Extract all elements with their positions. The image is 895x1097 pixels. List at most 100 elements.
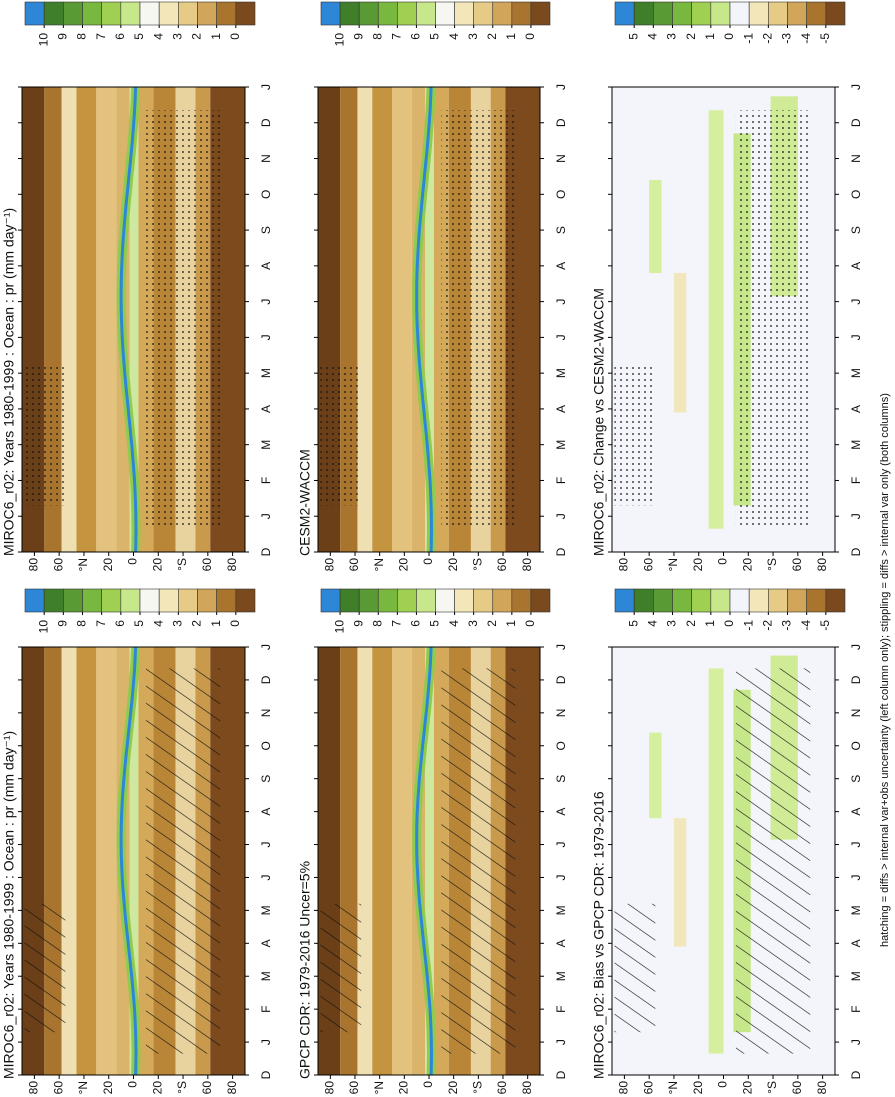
x-tick-label: J xyxy=(554,299,568,305)
panel-title: CESM2-WACCM xyxy=(297,449,313,556)
colorbar-box xyxy=(320,1,341,26)
colorbar-label: 1 xyxy=(703,33,717,40)
colorbar-box xyxy=(748,1,769,26)
colorbar-label: 6 xyxy=(409,33,423,40)
colorbar-box xyxy=(653,588,673,613)
stippling xyxy=(145,110,221,529)
y-tick-label: 20 xyxy=(691,1081,705,1095)
colorbar-box xyxy=(825,588,846,613)
itcz-core xyxy=(119,646,138,1076)
colorbar-label: 1 xyxy=(703,620,717,627)
x-tick-label: J xyxy=(259,1039,273,1045)
y-tick-label: 60 xyxy=(347,558,361,572)
x-tick-label: M xyxy=(259,440,273,450)
x-tick-label: O xyxy=(259,741,273,750)
x-tick-label: M xyxy=(554,368,568,378)
x-tick-label: M xyxy=(554,905,568,915)
colorbar-label: -3 xyxy=(780,620,794,631)
x-tick-label: J xyxy=(259,84,273,90)
colorbar-box xyxy=(511,1,532,26)
colorbar-label: 10 xyxy=(332,620,346,634)
x-tick-label: J xyxy=(554,842,568,848)
colorbar-label: 7 xyxy=(390,33,404,40)
panel: MIROC6_r02: Bias vs GPCP CDR: 1979-2016 8… xyxy=(591,588,863,1095)
y-tick-label: 20 xyxy=(101,558,115,572)
field-band xyxy=(372,87,392,552)
colorbar-box xyxy=(454,1,474,26)
colorbar-box xyxy=(633,588,654,613)
x-tick-label: M xyxy=(554,971,568,981)
colorbar-label: 1 xyxy=(504,620,518,627)
y-tick-label: °S xyxy=(175,1081,189,1094)
colorbar-box xyxy=(339,588,360,613)
colorbar-label: 4 xyxy=(646,620,660,627)
colorbar-box xyxy=(101,1,122,26)
x-tick-label: M xyxy=(259,971,273,981)
colorbar-box xyxy=(197,1,217,26)
y-tick-label: 0 xyxy=(126,1081,140,1088)
colorbar-box xyxy=(435,588,455,613)
colorbar-label: 5 xyxy=(428,33,442,40)
colorbar-label: -3 xyxy=(780,33,794,44)
y-tick-label: 20 xyxy=(446,558,460,572)
y-tick-label: 60 xyxy=(641,1081,655,1095)
y-tick-label: 60 xyxy=(495,558,509,572)
footnote: hatching = diffs > internal var+obs unce… xyxy=(879,393,891,947)
colorbar-box xyxy=(511,588,532,613)
colorbar-box xyxy=(825,1,846,26)
y-tick-label: 80 xyxy=(520,558,534,572)
x-tick-label: J xyxy=(849,84,863,90)
y-tick-label: 60 xyxy=(200,558,214,572)
panel-title: MIROC6_r02: Years 1980-1999 : Ocean : pr… xyxy=(1,731,17,1079)
colorbar-label: -2 xyxy=(761,620,775,631)
x-tick-label: A xyxy=(554,405,568,413)
x-tick-label: A xyxy=(554,262,568,270)
x-tick-label: M xyxy=(849,905,863,915)
panel: MIROC6_r02: Years 1980-1999 : Ocean : pr… xyxy=(1,1,273,572)
colorbar-label: 0 xyxy=(228,620,242,627)
y-tick-label: 20 xyxy=(691,558,705,572)
field-patch xyxy=(708,668,724,1054)
colorbar-label: 8 xyxy=(370,33,384,40)
field-band xyxy=(96,647,117,1075)
x-tick-label: D xyxy=(259,118,273,127)
colorbar-box xyxy=(101,588,122,613)
colorbar-label: 4 xyxy=(447,620,461,627)
colorbar-label: 0 xyxy=(722,620,736,627)
colorbar-box xyxy=(397,588,417,613)
colorbar-label: 3 xyxy=(466,620,480,627)
x-tick-label: A xyxy=(849,939,863,947)
x-tick-label: D xyxy=(849,675,863,684)
colorbar-label: 4 xyxy=(151,620,165,627)
y-tick-label: 80 xyxy=(323,1081,337,1095)
stippling xyxy=(735,110,811,529)
x-tick-label: N xyxy=(849,154,863,163)
y-tick-label: 20 xyxy=(150,558,164,572)
panel: MIROC6_r02: Years 1980-1999 : Ocean : pr… xyxy=(1,588,273,1095)
x-tick-label: S xyxy=(554,775,568,783)
colorbar-box xyxy=(216,1,237,26)
hatching xyxy=(441,668,516,1054)
colorbar-label: 4 xyxy=(151,33,165,40)
x-tick-label: F xyxy=(554,1005,568,1012)
x-tick-label: A xyxy=(259,262,273,270)
colorbar-label: -1 xyxy=(741,33,755,44)
colorbar-box xyxy=(787,1,807,26)
colorbar-box xyxy=(178,1,198,26)
y-tick-label: °S xyxy=(471,558,485,571)
y-tick-label: 60 xyxy=(200,1081,214,1095)
x-tick-label: D xyxy=(554,118,568,127)
y-tick-label: 60 xyxy=(51,558,65,572)
y-tick-label: 80 xyxy=(323,558,337,572)
y-tick-label: 60 xyxy=(790,558,804,572)
colorbar-box xyxy=(653,1,673,26)
x-tick-label: A xyxy=(849,405,863,413)
colorbar-label: 3 xyxy=(665,33,679,40)
x-tick-label: J xyxy=(849,513,863,519)
colorbar-label: 1 xyxy=(209,33,223,40)
panel-title: MIROC6_r02: Years 1980-1999 : Ocean : pr… xyxy=(1,208,17,556)
y-tick-label: 60 xyxy=(51,1081,65,1095)
colorbar-label: -5 xyxy=(818,620,832,631)
y-tick-label: 0 xyxy=(126,558,140,565)
